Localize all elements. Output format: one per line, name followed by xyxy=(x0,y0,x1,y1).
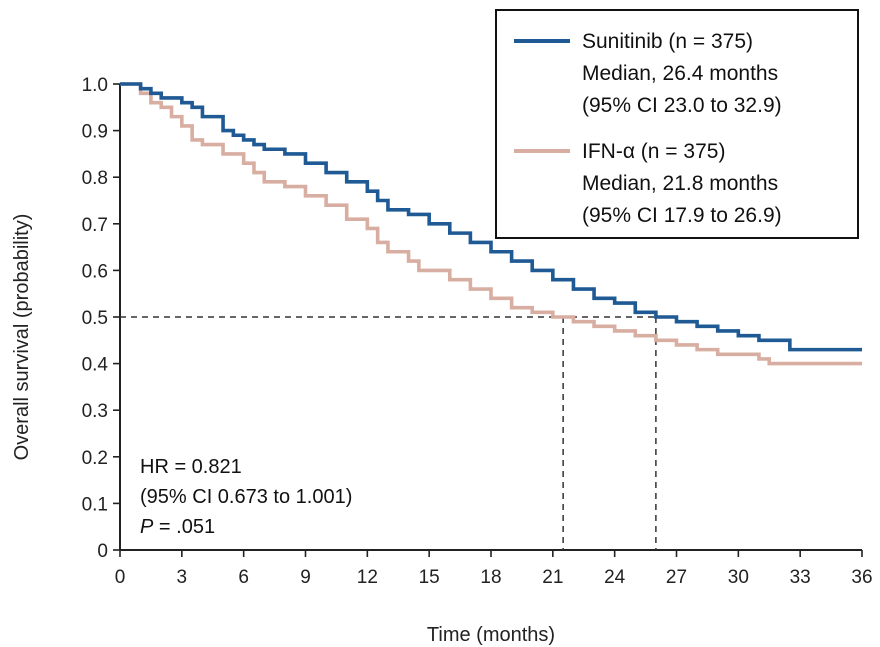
series-line-sunitinib xyxy=(120,82,862,352)
y-tick-label: 0.8 xyxy=(82,168,108,189)
median-guides xyxy=(120,316,657,550)
legend-ifn-alpha-name: IFN-α (n = 375) xyxy=(582,140,725,163)
x-tick-label: 9 xyxy=(300,567,311,588)
y-axis-title: Overall survival (probability) xyxy=(11,214,33,461)
legend-ifn-alpha-median: Median, 21.8 months xyxy=(582,172,778,195)
x-tick-label: 33 xyxy=(790,567,811,588)
series xyxy=(120,82,862,366)
legend: Sunitinib (n = 375) Median, 26.4 months … xyxy=(495,9,859,239)
hazard-ratio: HR = 0.821 xyxy=(140,456,242,478)
hazard-ratio-annotation: HR = 0.821 (95% CI 0.673 to 1.001) P = .… xyxy=(140,456,352,538)
series-line-ifn-alpha xyxy=(120,82,862,366)
x-tick-label: 15 xyxy=(419,567,440,588)
x-tick-label: 3 xyxy=(177,567,188,588)
x-tick-label: 18 xyxy=(480,567,501,588)
y-tick-label: 0.7 xyxy=(82,215,108,236)
x-tick-label: 0 xyxy=(115,567,126,588)
y-tick-label: 0.1 xyxy=(82,494,108,515)
y-tick-label: 0.6 xyxy=(82,261,108,282)
legend-ifn-alpha-ci: (95% CI 17.9 to 26.9) xyxy=(582,204,782,227)
legend-sunitinib-name: Sunitinib (n = 375) xyxy=(582,30,753,53)
legend-sunitinib-ci: (95% CI 23.0 to 32.9) xyxy=(582,94,782,117)
y-ticks: 0 0.1 0.2 0.3 0.4 0.5 0.6 0.7 0.8 0.9 1.0 xyxy=(82,75,120,562)
x-ticks: 0 3 6 9 12 15 18 21 24 27 30 33 36 xyxy=(115,550,873,588)
x-tick-label: 12 xyxy=(357,567,378,588)
y-tick-label: 0.2 xyxy=(82,448,108,469)
legend-frame xyxy=(495,9,859,239)
x-tick-label: 21 xyxy=(542,567,563,588)
y-tick-label: 0.5 xyxy=(82,308,108,329)
x-tick-label: 36 xyxy=(851,567,872,588)
x-tick-label: 27 xyxy=(666,567,687,588)
x-tick-label: 6 xyxy=(238,567,249,588)
x-tick-label: 30 xyxy=(728,567,749,588)
p-value: P = .051 xyxy=(140,516,215,538)
hazard-ratio-ci: (95% CI 0.673 to 1.001) xyxy=(140,486,352,508)
axes: 0 3 6 9 12 15 18 21 24 27 30 33 36 00.10.20.30.40.50… xyxy=(82,75,873,588)
x-axis-title: Time (months) xyxy=(427,624,555,646)
y-tick-label: 0.4 xyxy=(82,355,109,376)
y-tick-label: 0.9 xyxy=(82,122,108,143)
p-value-number: = .051 xyxy=(153,516,215,538)
y-tick-label: 1.0 xyxy=(82,75,108,96)
p-symbol: P xyxy=(140,516,154,538)
y-tick-label: 0.3 xyxy=(82,401,108,422)
legend-sunitinib-median: Median, 26.4 months xyxy=(582,62,778,85)
x-tick-label: 24 xyxy=(604,567,626,588)
y-tick-label: 0 xyxy=(97,541,108,562)
